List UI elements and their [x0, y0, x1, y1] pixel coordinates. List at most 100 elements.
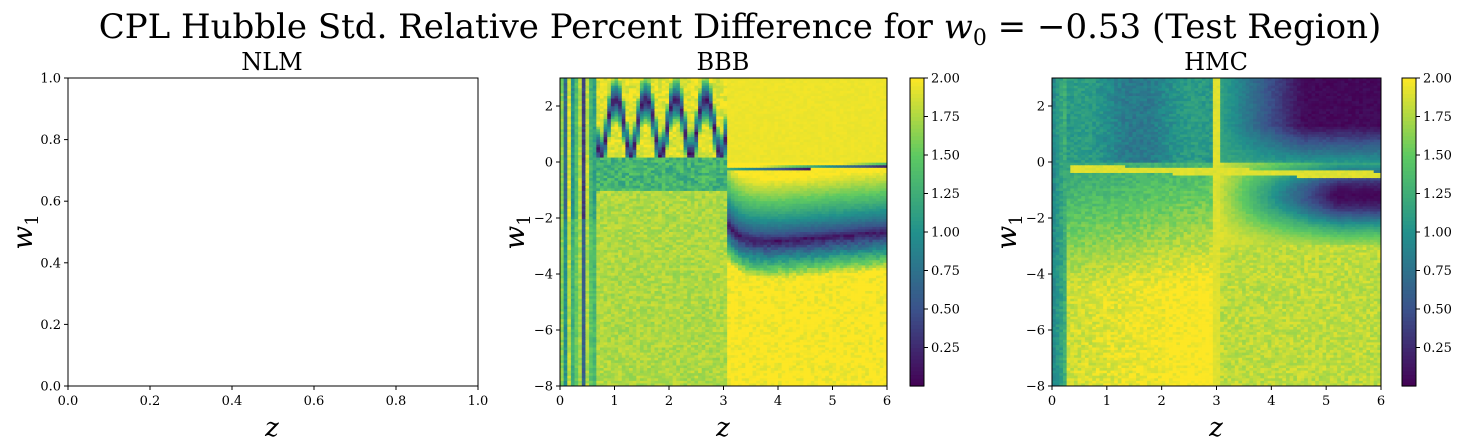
heatmap-cell	[625, 108, 630, 112]
heatmap-cell	[563, 116, 568, 120]
heatmap-cell	[603, 193, 608, 197]
heatmap-cell	[632, 170, 637, 174]
heatmap-cell	[603, 85, 608, 89]
heatmap-cell	[698, 162, 703, 166]
x-tick-label: 0.2	[140, 394, 161, 409]
heatmap-cell	[839, 190, 844, 194]
heatmap-cell	[661, 106, 666, 110]
heatmap-cell	[636, 152, 641, 156]
heatmap-cell	[621, 88, 626, 92]
heatmap-cell	[756, 101, 761, 105]
heatmap-cell	[850, 165, 855, 169]
heatmap-cell	[578, 167, 583, 171]
heatmap-cell	[639, 98, 645, 102]
heatmap-cell	[745, 116, 750, 120]
heatmap-cell	[788, 119, 794, 123]
heatmap-cell	[854, 157, 859, 161]
heatmap-cell	[810, 180, 815, 184]
heatmap-cell	[716, 113, 721, 117]
heatmap-cell	[654, 149, 659, 153]
heatmap-cell	[596, 139, 601, 143]
heatmap-cell	[683, 165, 688, 169]
heatmap-cell	[814, 93, 819, 97]
heatmap-cell	[574, 165, 579, 169]
heatmap-cell	[727, 93, 732, 97]
heatmap-cell	[614, 113, 619, 117]
heatmap-cell	[745, 129, 750, 133]
heatmap-cell	[654, 178, 659, 182]
heatmap-cell	[676, 185, 681, 189]
heatmap-cell	[825, 170, 830, 174]
heatmap-cell	[690, 134, 695, 138]
heatmap-cell	[847, 98, 852, 102]
heatmap-cell	[752, 95, 757, 100]
heatmap-cell	[636, 160, 641, 164]
heatmap-cell	[817, 137, 823, 141]
heatmap-cell	[759, 165, 764, 169]
heatmap-cell	[701, 95, 706, 100]
heatmap-cell	[654, 106, 659, 110]
heatmap-cell	[883, 108, 888, 112]
heatmap-cell	[839, 121, 844, 125]
heatmap-cell	[774, 113, 779, 117]
heatmap-cell	[570, 142, 576, 146]
heatmap-cell	[643, 172, 648, 177]
heatmap-cell	[570, 134, 576, 138]
heatmap-cell	[774, 172, 779, 177]
heatmap-cell	[807, 90, 812, 94]
heatmap-cell	[879, 113, 884, 117]
heatmap-cell	[690, 85, 695, 89]
heatmap-cell	[610, 88, 615, 92]
heatmap-cell	[730, 175, 735, 179]
heatmap-cell	[770, 124, 775, 128]
heatmap-cell	[705, 144, 710, 148]
heatmap-cell	[599, 108, 605, 112]
heatmap-cell	[578, 101, 583, 105]
heatmap-cell	[643, 83, 648, 87]
heatmap-cell	[712, 80, 717, 84]
heatmap-cell	[861, 185, 866, 189]
heatmap-cell	[716, 167, 721, 171]
heatmap-cell	[839, 124, 844, 128]
heatmap-cell	[570, 165, 576, 169]
heatmap-cell	[567, 80, 572, 84]
heatmap-cell	[596, 162, 601, 166]
heatmap-cell	[734, 162, 739, 166]
heatmap-cell	[847, 95, 852, 100]
heatmap-cell	[745, 93, 750, 97]
heatmap-cell	[596, 155, 601, 159]
heatmap-cell	[687, 147, 692, 151]
heatmap-cell	[832, 160, 837, 164]
heatmap-cell	[654, 93, 659, 97]
heatmap-cell	[832, 85, 837, 89]
heatmap-cell	[850, 103, 855, 107]
heatmap-cell	[879, 183, 884, 187]
heatmap-cell	[883, 85, 888, 89]
heatmap-cell	[679, 149, 685, 153]
heatmap-cell	[767, 152, 772, 156]
heatmap-cell	[599, 170, 605, 174]
heatmap-cell	[770, 147, 775, 151]
heatmap-cell	[843, 108, 848, 112]
heatmap-cell	[730, 157, 735, 161]
heatmap-cell	[781, 80, 786, 84]
heatmap-cell	[618, 155, 623, 159]
heatmap-cell	[574, 185, 579, 189]
heatmap-cell	[589, 78, 594, 82]
heatmap-cell	[748, 139, 754, 143]
heatmap-cell	[705, 113, 710, 117]
heatmap-cell	[767, 124, 772, 128]
heatmap-cell	[727, 119, 732, 123]
heatmap-cell	[567, 185, 572, 189]
heatmap-cell	[694, 121, 699, 125]
heatmap-cell	[839, 152, 844, 156]
heatmap-cell	[723, 90, 728, 94]
heatmap-cell	[785, 80, 790, 84]
heatmap-cell	[665, 111, 670, 115]
heatmap-cell	[690, 83, 695, 87]
heatmap-cell	[589, 193, 594, 197]
heatmap-cell	[756, 80, 761, 84]
heatmap-cell	[785, 93, 790, 97]
heatmap-cell	[759, 111, 764, 115]
heatmap-cell	[581, 83, 586, 87]
